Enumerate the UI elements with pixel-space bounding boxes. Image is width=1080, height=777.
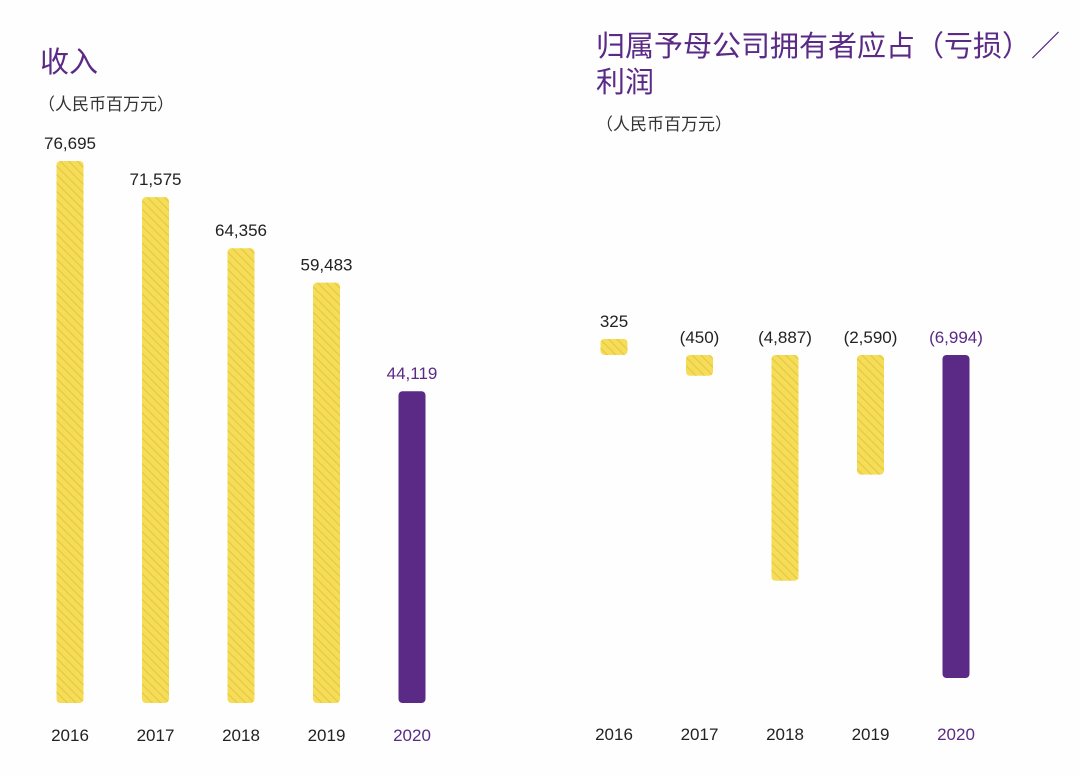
x-tick-2018: 2018: [766, 725, 804, 744]
profit-chart-title-line-2: 利润: [596, 65, 655, 99]
revenue-chart-title: 收入: [40, 45, 99, 79]
bar-2016: [56, 161, 84, 703]
profit-chart-unit: （人民币百万元）: [596, 115, 732, 135]
profit-chart-panel: 归属予母公司拥有者应占（亏损）／ 利润 （人民币百万元） 325 2016 (450…: [540, 0, 1080, 777]
bar-2019: [313, 282, 340, 703]
revenue-chart-panel: 收入 （人民币百万元） 76,695 2016 71,575 2017 64,356 20…: [38, 45, 438, 745]
x-tick-2017: 2017: [137, 726, 175, 745]
x-tick-2020: 2020: [937, 725, 975, 744]
bar-2017: [686, 355, 713, 376]
bar-2019: [857, 355, 884, 475]
bar-2018: [227, 248, 255, 703]
profit-chart-title: 归属予母公司拥有者应占（亏损）／ 利润: [596, 28, 1060, 100]
x-tick-2019: 2019: [308, 726, 346, 745]
value-label-2016: 76,695: [44, 134, 96, 153]
value-label-2017: 71,575: [130, 170, 182, 189]
x-tick-2020: 2020: [393, 726, 431, 745]
x-tick-2016: 2016: [51, 726, 89, 745]
x-tick-2017: 2017: [681, 725, 719, 744]
value-label-2020: (6,994): [929, 328, 983, 347]
bar-2018: [771, 355, 799, 581]
value-label-2019: 59,483: [301, 256, 353, 275]
profit-bar-chart: 325 2016 (450) 2017 (4,887) 2018 (2,590) 2019 (6…: [595, 312, 983, 744]
revenue-chart-unit: （人民币百万元）: [38, 95, 174, 115]
value-label-2017: (450): [680, 328, 720, 347]
value-label-2018: (4,887): [758, 328, 812, 347]
bar-2020: [398, 391, 426, 703]
profit-chart-title-line-1: 归属予母公司拥有者应占（亏损）／: [596, 29, 1061, 63]
revenue-bar-chart: 76,695 2016 71,575 2017 64,356 2018 59,483 2019…: [44, 134, 438, 745]
value-label-2018: 64,356: [215, 221, 267, 240]
value-label-2019: (2,590): [844, 328, 898, 347]
value-label-2016: 325: [600, 312, 628, 331]
x-tick-2019: 2019: [852, 725, 890, 744]
bar-2020: [942, 355, 970, 678]
value-label-2020: 44,119: [387, 364, 438, 383]
x-tick-2016: 2016: [595, 725, 633, 744]
bar-2017: [142, 197, 169, 703]
x-tick-2018: 2018: [222, 726, 260, 745]
bar-2016: [600, 339, 628, 356]
